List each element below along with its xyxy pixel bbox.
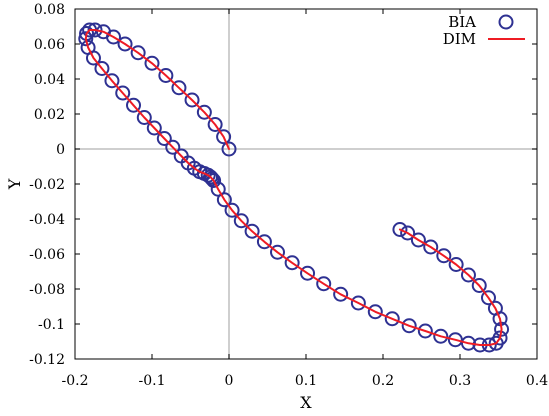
bia-point (196, 104, 212, 120)
bia-point (207, 117, 223, 132)
y-tick-label: 0.06 (34, 37, 65, 53)
bia-point (95, 24, 111, 40)
bia-point (256, 234, 272, 250)
bia-point (130, 45, 146, 61)
bia-point (144, 55, 160, 71)
bia-point (158, 68, 174, 83)
bia-point (224, 202, 240, 218)
x-axis-title: X (300, 393, 312, 412)
y-tick-label: -0.12 (29, 352, 65, 368)
y-tick-label: -0.04 (29, 212, 65, 228)
bia-point (244, 223, 260, 239)
bia-point (400, 225, 416, 241)
dim-line (84, 29, 503, 346)
bia-point (480, 290, 496, 306)
bia-point (410, 232, 426, 248)
bia-point (270, 244, 286, 260)
x-tick-label: 0.1 (295, 373, 317, 389)
bia-point (492, 330, 508, 346)
y-tick-label: -0.1 (38, 317, 65, 333)
y-tick-label: 0.02 (34, 107, 65, 123)
bia-point (156, 131, 172, 146)
y-tick-label: -0.02 (29, 177, 65, 193)
y-tick-label: -0.06 (29, 247, 65, 263)
bia-point (216, 129, 232, 145)
data-layer (78, 22, 510, 353)
bia-point (333, 286, 349, 302)
bia-point (136, 110, 152, 125)
legend-marker-bia (498, 14, 514, 30)
y-tick-label: 0.08 (34, 2, 65, 18)
x-tick-label: 0.4 (526, 373, 548, 389)
bia-point (146, 120, 162, 136)
y-tick-label: 0.04 (34, 72, 65, 88)
bia-point (433, 328, 449, 344)
bia-point (401, 318, 417, 334)
bia-point (284, 255, 300, 271)
x-tick-label: 0 (225, 373, 234, 389)
y-axis-title: Y (5, 178, 24, 190)
series-bia (78, 22, 510, 353)
bia-point (487, 300, 503, 316)
bia-point (206, 173, 222, 188)
legend-label-bia: BIA (448, 13, 476, 31)
bia-point (423, 239, 439, 255)
bia-point (436, 248, 452, 264)
bia-point (171, 80, 187, 96)
bia-point (184, 92, 200, 108)
x-tick-label: 0.2 (372, 373, 394, 389)
legend: BIA DIM (443, 13, 525, 48)
bia-point (350, 295, 366, 311)
bia-point (85, 50, 101, 66)
bia-point (448, 257, 464, 272)
bia-point (115, 85, 131, 101)
bia-point (384, 311, 400, 327)
plot-frame (74, 8, 538, 360)
bia-point (203, 169, 219, 185)
zero-lines (75, 9, 537, 359)
bia-point (460, 267, 476, 283)
axis-ticks: -0.2 -0.1 0 0.1 0.2 0.3 0.4 -0.12 -0.1 -0.08 -0.06… (29, 2, 548, 389)
bia-point (392, 222, 408, 237)
bia-point (104, 73, 120, 89)
bia-point (117, 36, 133, 52)
bia-point (367, 304, 383, 320)
bia-point (126, 97, 142, 113)
bia-point (417, 323, 433, 339)
legend-label-dim: DIM (443, 30, 476, 48)
bia-point (216, 192, 232, 208)
bia-point (78, 31, 94, 47)
x-tick-label: 0.3 (449, 373, 471, 389)
bia-point (94, 61, 110, 76)
bia-point (221, 141, 237, 157)
x-tick-label: -0.2 (62, 373, 89, 389)
bia-point (300, 265, 316, 281)
bia-point (165, 139, 181, 155)
y-tick-label: 0 (56, 142, 65, 158)
y-tick-label: -0.08 (29, 282, 65, 298)
bia-point (233, 213, 249, 229)
bia-point (471, 278, 487, 293)
bia-point (316, 276, 332, 292)
x-tick-label: -0.1 (139, 373, 166, 389)
